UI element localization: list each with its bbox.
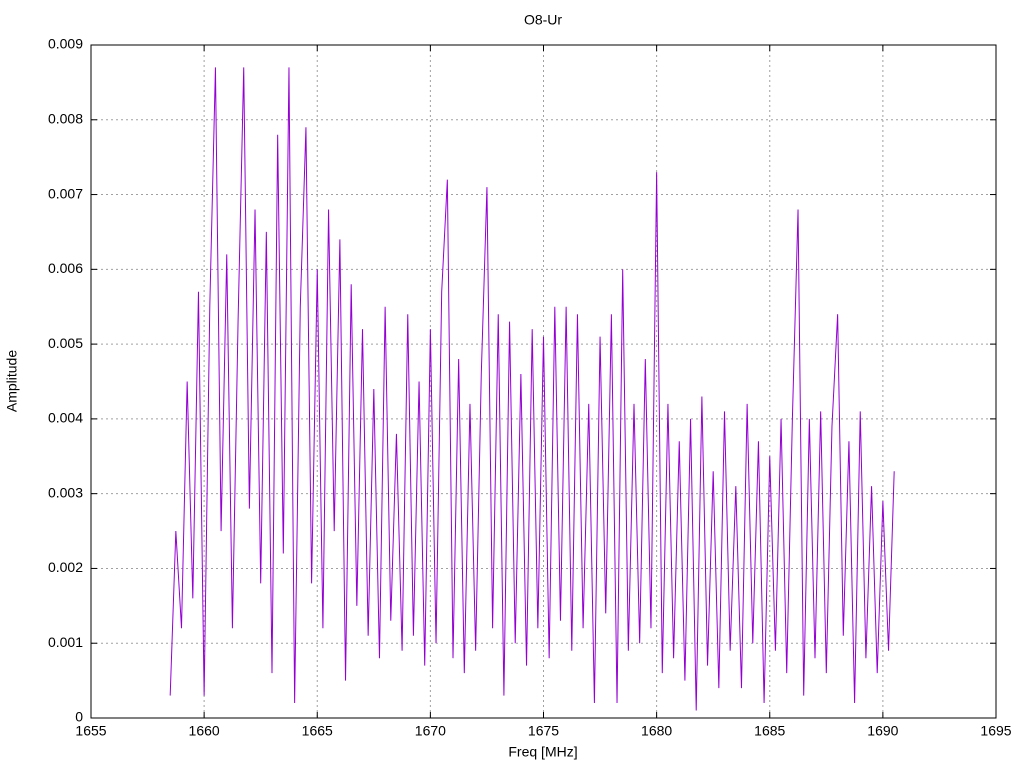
x-tick-label: 1675 [528, 723, 559, 739]
y-tick-label: 0.004 [48, 410, 83, 426]
x-tick-label: 1680 [641, 723, 672, 739]
x-tick-label: 1695 [980, 723, 1011, 739]
x-tick-label: 1670 [415, 723, 446, 739]
x-tick-label: 1655 [75, 723, 106, 739]
y-tick-label: 0.009 [48, 36, 83, 52]
y-tick-label: 0 [75, 709, 83, 725]
y-tick-label: 0.005 [48, 335, 83, 351]
y-tick-label: 0.001 [48, 634, 83, 650]
data-line [169, 67, 895, 711]
x-tick-label: 1665 [302, 723, 333, 739]
y-axis-label: Amplitude [4, 350, 20, 412]
x-tick-label: 1660 [189, 723, 220, 739]
y-tick-label: 0.008 [48, 110, 83, 126]
y-tick-label: 0.003 [48, 484, 83, 500]
x-tick-label: 1690 [867, 723, 898, 739]
y-tick-label: 0.002 [48, 559, 83, 575]
y-tick-label: 0.007 [48, 185, 83, 201]
x-axis-label: Freq [MHz] [508, 744, 577, 760]
chart-title: O8-Ur [524, 12, 562, 28]
y-tick-label: 0.006 [48, 260, 83, 276]
plot-frame [90, 44, 997, 719]
x-tick-label: 1685 [754, 723, 785, 739]
